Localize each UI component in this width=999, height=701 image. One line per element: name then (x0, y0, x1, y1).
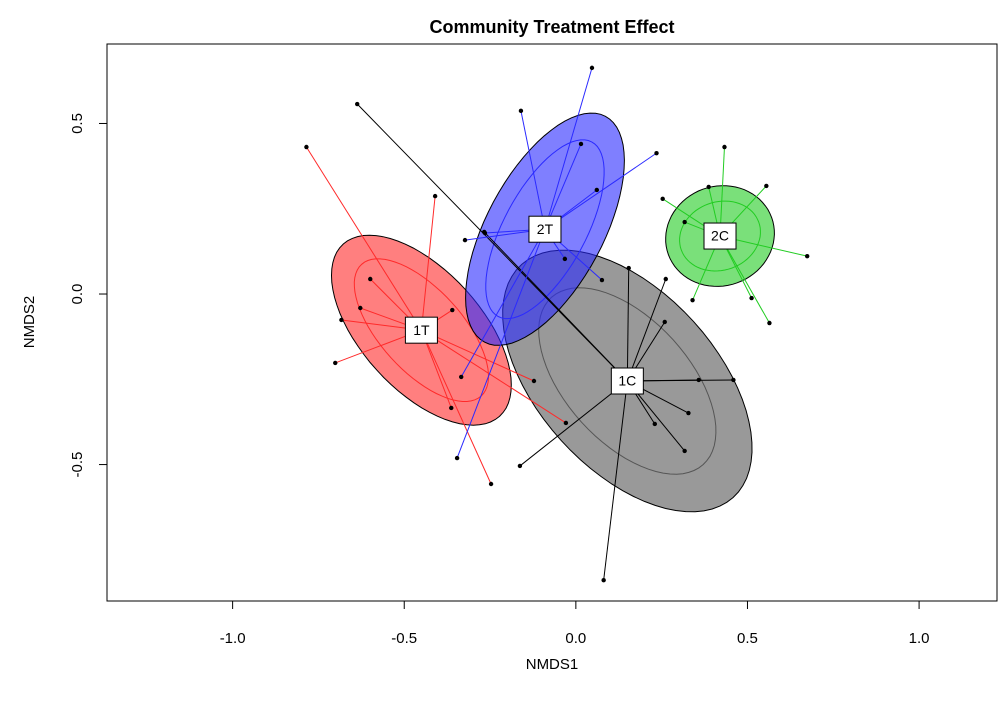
site-point (749, 295, 754, 301)
spider-line (460, 228, 546, 378)
spider-line (456, 229, 546, 459)
x-tick-label: 0.5 (737, 630, 758, 647)
y-tick-label: 0.5 (69, 113, 86, 134)
centroid-box (703, 222, 737, 250)
site-point (304, 144, 309, 150)
site-point (459, 374, 464, 380)
ellipse-inner (485, 139, 605, 320)
spider-line (544, 143, 582, 230)
site-point (482, 230, 488, 236)
y-axis-label: NMDS2 (21, 296, 38, 349)
site-point (449, 405, 454, 411)
spider-line (420, 196, 436, 331)
site-point (696, 377, 701, 383)
y-tick-label: -0.5 (69, 452, 86, 478)
site-point (722, 144, 727, 150)
spider-line (356, 103, 628, 382)
site-point (594, 187, 599, 193)
site-point (686, 410, 691, 416)
x-tick-label: 1.0 (909, 630, 930, 647)
site-point (764, 183, 769, 189)
centroid-box (404, 316, 438, 344)
site-point (563, 420, 569, 426)
site-point (652, 421, 657, 427)
ellipse-inner (679, 200, 761, 272)
site-point (454, 455, 460, 461)
site-point (562, 256, 568, 262)
site-point (601, 577, 606, 583)
site-point (333, 360, 338, 366)
site-point (731, 377, 736, 383)
x-tick-label: 0.0 (565, 630, 586, 647)
site-point (358, 305, 363, 311)
site-point (518, 108, 524, 114)
spider-line (305, 146, 422, 331)
x-tick-label: -0.5 (391, 630, 417, 647)
site-point (663, 276, 668, 282)
site-point (682, 448, 687, 454)
site-point (690, 297, 695, 303)
spider-line (603, 380, 628, 581)
site-point (578, 141, 584, 147)
site-point (339, 317, 344, 323)
site-point (488, 481, 494, 487)
site-point (662, 319, 667, 325)
site-point (682, 219, 687, 225)
spider-line (544, 67, 593, 230)
spider-line (520, 110, 546, 230)
site-point (355, 101, 360, 107)
site-point (660, 196, 665, 202)
site-point (450, 307, 455, 313)
plot-frame (106, 43, 998, 602)
site-point (654, 150, 659, 156)
centroid-box (528, 215, 562, 243)
centroid-label: 2T (537, 221, 554, 237)
x-axis-label: NMDS1 (526, 656, 579, 673)
spider-line (519, 380, 628, 467)
centroid-label: 1T (413, 322, 430, 338)
site-point (368, 276, 373, 282)
site-point (804, 253, 810, 259)
x-tick-label: -1.0 (220, 630, 246, 647)
site-point (767, 320, 772, 326)
centroid-label: 1C (618, 373, 636, 389)
spider-line (626, 278, 667, 382)
site-point (462, 237, 468, 243)
spider-line (627, 379, 734, 382)
centroid-label: 2C (711, 228, 729, 244)
site-point (517, 463, 523, 469)
site-point (589, 65, 595, 71)
site-point (432, 193, 438, 199)
site-point (599, 277, 605, 283)
spider-line (544, 152, 657, 230)
centroid-box (610, 367, 644, 395)
spider-line (421, 329, 567, 424)
spider-line (719, 146, 725, 237)
site-point (531, 378, 537, 384)
site-point (706, 184, 711, 190)
chart-title: Community Treatment Effect (429, 17, 674, 37)
spider-line (626, 268, 630, 382)
spider-line (719, 235, 770, 324)
y-tick-label: 0.0 (69, 284, 86, 305)
spider-line (421, 329, 535, 382)
ellipse-inner (353, 258, 490, 402)
spider-line (420, 329, 492, 485)
spider-line (483, 231, 628, 382)
site-point (626, 265, 631, 271)
